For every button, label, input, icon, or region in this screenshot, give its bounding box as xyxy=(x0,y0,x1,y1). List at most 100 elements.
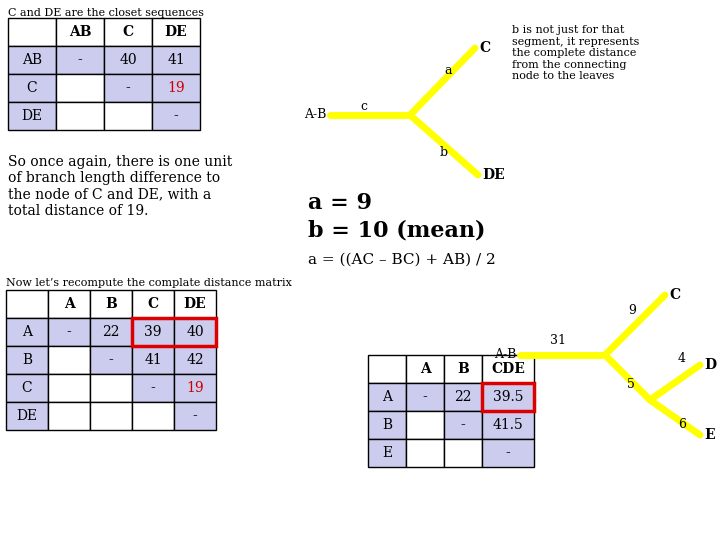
Bar xyxy=(368,411,406,439)
Bar xyxy=(6,374,48,402)
Bar xyxy=(90,346,132,374)
Text: 9: 9 xyxy=(628,303,636,316)
Bar xyxy=(104,74,152,102)
Text: b = 10 (mean): b = 10 (mean) xyxy=(308,220,485,242)
Text: b: b xyxy=(440,145,448,159)
Bar xyxy=(56,46,104,74)
Bar xyxy=(482,383,534,411)
Text: C: C xyxy=(148,297,158,311)
Bar xyxy=(56,74,104,102)
Text: C: C xyxy=(479,41,490,55)
Bar xyxy=(406,411,444,439)
Bar xyxy=(482,355,534,383)
Bar xyxy=(368,439,406,467)
Text: DE: DE xyxy=(17,409,37,423)
Bar xyxy=(48,402,90,430)
Text: 31: 31 xyxy=(550,334,566,347)
Bar xyxy=(368,383,406,411)
Bar xyxy=(406,355,444,383)
Bar xyxy=(8,46,56,74)
Text: c: c xyxy=(360,100,367,113)
Text: 19: 19 xyxy=(167,81,185,95)
Text: DE: DE xyxy=(22,109,42,123)
Bar xyxy=(56,18,104,46)
Bar xyxy=(152,46,200,74)
Bar xyxy=(90,290,132,318)
Bar xyxy=(406,383,444,411)
Text: -: - xyxy=(461,418,465,432)
Text: -: - xyxy=(67,325,71,339)
Text: -: - xyxy=(150,381,156,395)
Text: 19: 19 xyxy=(186,381,204,395)
Text: CDE: CDE xyxy=(491,362,525,376)
Bar xyxy=(90,318,132,346)
Bar xyxy=(104,46,152,74)
Text: B: B xyxy=(457,362,469,376)
Bar xyxy=(444,439,482,467)
Text: DE: DE xyxy=(165,25,187,39)
Bar xyxy=(444,355,482,383)
Bar xyxy=(406,439,444,467)
Bar xyxy=(48,318,90,346)
Bar xyxy=(48,290,90,318)
Text: -: - xyxy=(78,53,82,67)
Bar xyxy=(48,346,90,374)
Text: 41: 41 xyxy=(167,53,185,67)
Bar xyxy=(48,374,90,402)
Text: -: - xyxy=(193,409,197,423)
Text: E: E xyxy=(382,446,392,460)
Text: 39: 39 xyxy=(144,325,162,339)
Bar xyxy=(482,411,534,439)
Text: A-B: A-B xyxy=(304,109,326,122)
Bar xyxy=(444,383,482,411)
Text: A: A xyxy=(420,362,431,376)
Text: C: C xyxy=(669,288,680,302)
Bar xyxy=(56,102,104,130)
Bar xyxy=(8,18,56,46)
Bar xyxy=(132,318,216,346)
Bar xyxy=(6,318,48,346)
Bar xyxy=(8,102,56,130)
Text: -: - xyxy=(109,353,113,367)
Text: 39.5: 39.5 xyxy=(492,390,523,404)
Bar xyxy=(6,346,48,374)
Bar xyxy=(132,374,174,402)
Text: So once again, there is one unit
of branch length difference to
the node of C an: So once again, there is one unit of bran… xyxy=(8,155,233,218)
Text: -: - xyxy=(174,109,179,123)
Bar xyxy=(174,402,216,430)
Bar xyxy=(132,290,174,318)
Text: DE: DE xyxy=(482,168,505,182)
Text: 6: 6 xyxy=(678,418,686,431)
Text: D: D xyxy=(704,358,716,372)
Text: -: - xyxy=(125,81,130,95)
Text: B: B xyxy=(382,418,392,432)
Bar xyxy=(174,346,216,374)
Text: 5: 5 xyxy=(627,379,635,392)
Text: 4: 4 xyxy=(678,352,686,365)
Bar xyxy=(90,402,132,430)
Bar xyxy=(8,74,56,102)
Text: -: - xyxy=(505,446,510,460)
Text: A: A xyxy=(63,297,74,311)
Bar xyxy=(444,411,482,439)
Text: B: B xyxy=(22,353,32,367)
Text: -: - xyxy=(423,390,428,404)
Bar xyxy=(104,102,152,130)
Bar xyxy=(90,374,132,402)
Text: a: a xyxy=(444,64,451,77)
Text: C and DE are the closet sequences: C and DE are the closet sequences xyxy=(8,8,204,18)
Bar xyxy=(174,318,216,346)
Bar xyxy=(104,18,152,46)
Bar xyxy=(6,402,48,430)
Text: AB: AB xyxy=(68,25,91,39)
Bar xyxy=(482,383,534,411)
Bar xyxy=(6,290,48,318)
Text: b is not just for that
segment, it represents
the complete distance
from the con: b is not just for that segment, it repre… xyxy=(512,25,639,82)
Bar xyxy=(152,74,200,102)
Bar xyxy=(174,374,216,402)
Bar xyxy=(132,346,174,374)
Text: C: C xyxy=(22,381,32,395)
Text: C: C xyxy=(122,25,134,39)
Text: E: E xyxy=(704,428,715,442)
Text: 40: 40 xyxy=(120,53,137,67)
